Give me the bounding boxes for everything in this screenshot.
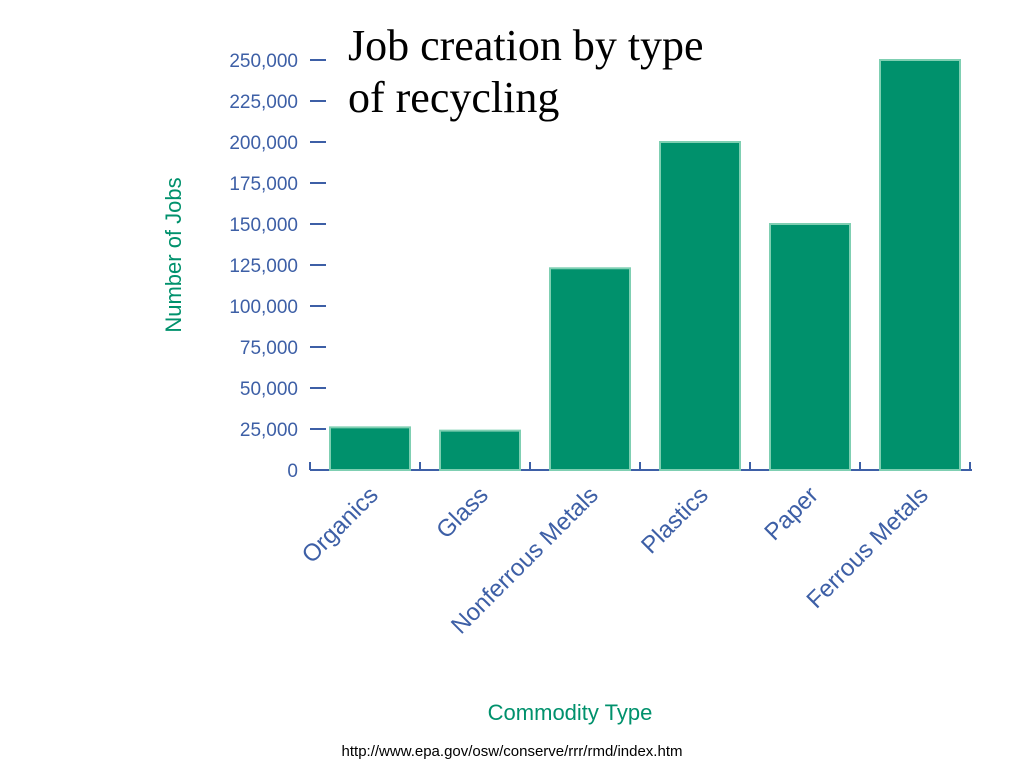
bar [879, 59, 961, 471]
x-axis-label: Commodity Type [488, 700, 653, 725]
y-tick-label: 125,000 [229, 256, 298, 277]
y-tick-label: 75,000 [240, 338, 298, 359]
y-tick-label: 250,000 [229, 51, 298, 72]
chart-title: Job creation by type of recycling [348, 21, 704, 122]
bar [439, 429, 521, 472]
source: http://www.epa.gov/osw/conserve/rrr/rmd/… [342, 743, 683, 760]
x-tick-label: Paper [759, 482, 823, 546]
bar [329, 426, 411, 471]
y-tick-label: 200,000 [229, 133, 298, 154]
bar [769, 223, 851, 471]
y-tick-label: 0 [287, 461, 298, 482]
y-tick-label: 175,000 [229, 174, 298, 195]
y-tick-label: 25,000 [240, 420, 298, 441]
y-tick-label: 225,000 [229, 92, 298, 113]
y-tick-label: 50,000 [240, 379, 298, 400]
bar [549, 267, 631, 471]
x-tick-label: Organics [297, 482, 384, 569]
y-tick-label: 100,000 [229, 297, 298, 318]
y-axis-label: Number of Jobs [161, 177, 186, 332]
y-tick-label: 150,000 [229, 215, 298, 236]
x-tick-label: Glass [431, 482, 493, 544]
bar [659, 141, 741, 471]
x-tick-label: Plastics [636, 482, 714, 560]
